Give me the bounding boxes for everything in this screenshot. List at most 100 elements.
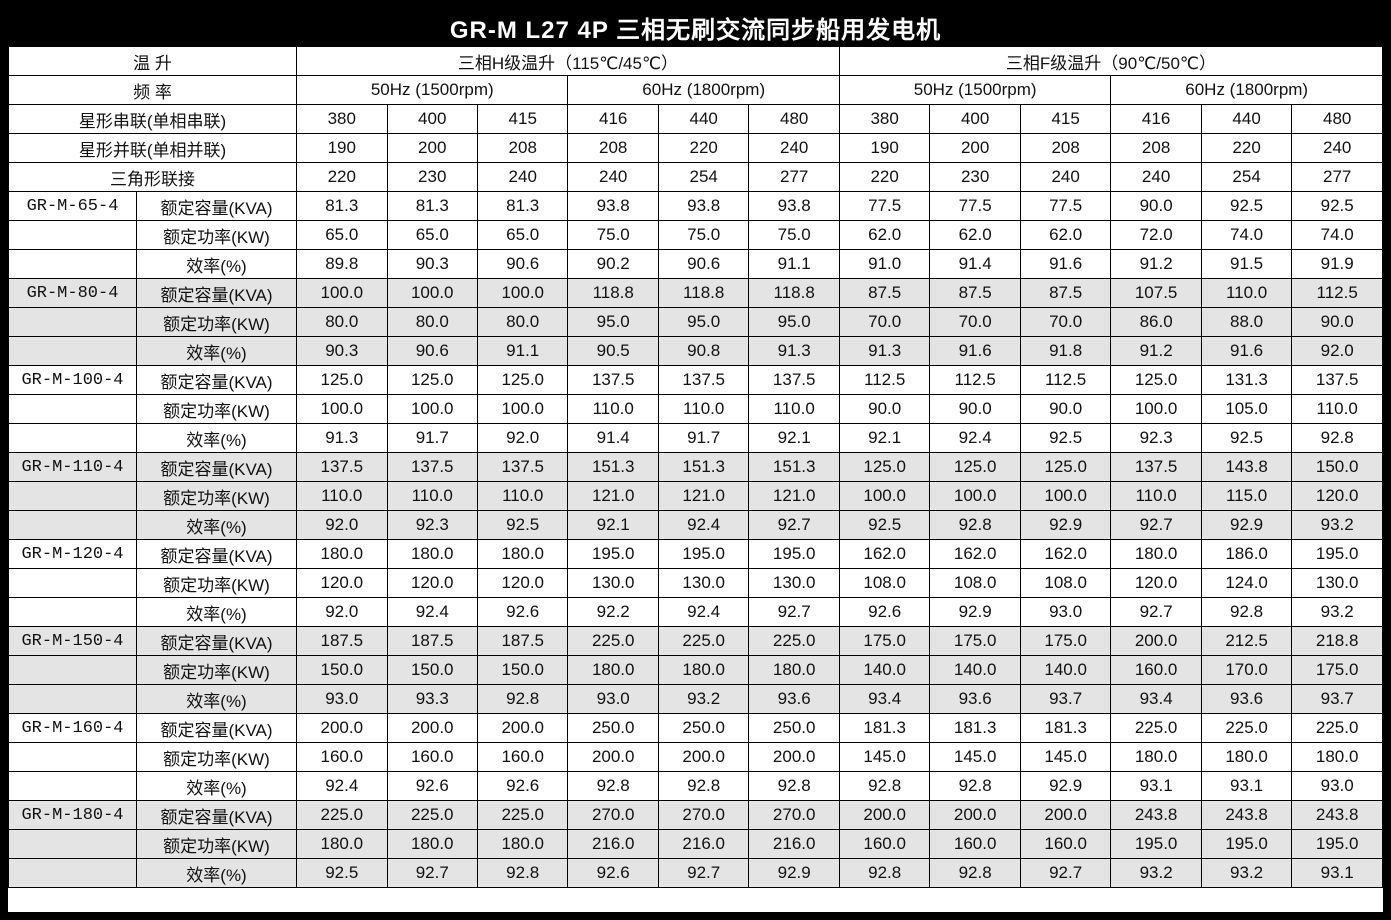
value-cell: 120.0 (1110, 568, 1202, 598)
value-cell: 100.0 (838, 481, 931, 511)
value-cell: 91.7 (657, 423, 750, 453)
value-cell: 120.0 (296, 568, 388, 598)
voltage-cell: 254 (657, 162, 750, 192)
value-cell: 92.4 (657, 597, 750, 627)
value-cell: 200.0 (386, 713, 478, 743)
value-cell: 130.0 (1291, 568, 1383, 598)
value-cell: 92.0 (296, 510, 388, 540)
value-cell: 93.0 (1019, 597, 1112, 627)
table-row: 星形并联(单相并联) 190 200 208 208 220 240 190 200 208 208… (8, 133, 1383, 163)
value-cell: 92.1 (567, 510, 659, 540)
value-cell: 100.0 (476, 394, 569, 424)
value-cell: 88.0 (1200, 307, 1293, 337)
efficiency-row: 效率(%) 92.4 92.6 92.6 92.8 92.8 92.8 92.8 92.8 92.… (8, 771, 1383, 801)
voltage-cell: 400 (929, 104, 1021, 134)
rated-power-row: 额定功率(KW) 80.0 80.0 80.0 95.0 95.0 95.0 70.0 70.0… (8, 307, 1383, 337)
value-cell: 180.0 (1110, 742, 1202, 772)
value-cell: 91.6 (1200, 336, 1293, 366)
value-cell: 92.7 (386, 858, 478, 888)
value-cell: 181.3 (929, 713, 1021, 743)
value-cell: 250.0 (567, 713, 659, 743)
value-cell: 80.0 (296, 307, 388, 337)
value-cell: 93.6 (929, 684, 1021, 714)
efficiency-row: 效率(%) 92.0 92.4 92.6 92.2 92.4 92.7 92.6 92.9 93.… (8, 597, 1383, 627)
param-label: 额定功率(KW) (135, 307, 298, 337)
value-cell: 92.7 (1110, 510, 1202, 540)
table-row: 频 率 50Hz (1500rpm) 60Hz (1800rpm) 50Hz (150… (8, 75, 1383, 105)
value-cell: 120.0 (386, 568, 478, 598)
value-cell: 92.5 (1200, 191, 1293, 221)
param-label: 额定功率(KW) (135, 481, 298, 511)
value-cell: 243.8 (1200, 800, 1293, 830)
value-cell: 195.0 (748, 539, 840, 569)
param-label: 额定容量(KVA) (135, 365, 298, 395)
value-cell: 77.5 (929, 191, 1021, 221)
value-cell: 200.0 (929, 800, 1021, 830)
value-cell: 175.0 (838, 626, 931, 656)
value-cell: 100.0 (296, 394, 388, 424)
value-cell: 93.7 (1291, 684, 1383, 714)
value-cell: 92.9 (1019, 771, 1112, 801)
h-class-header: 三相H级温升（115℃/45℃） (296, 46, 840, 76)
value-cell: 92.5 (838, 510, 931, 540)
model-name-empty (8, 336, 137, 366)
voltage-cell: 220 (1200, 133, 1293, 163)
voltage-cell: 380 (838, 104, 931, 134)
value-cell: 92.8 (1291, 423, 1383, 453)
value-cell: 195.0 (1110, 829, 1202, 859)
value-cell: 93.4 (1110, 684, 1202, 714)
value-cell: 92.2 (567, 597, 659, 627)
value-cell: 180.0 (1200, 742, 1293, 772)
value-cell: 170.0 (1200, 655, 1293, 685)
value-cell: 90.0 (1019, 394, 1112, 424)
value-cell: 92.4 (929, 423, 1021, 453)
model-name-empty (8, 684, 137, 714)
value-cell: 137.5 (296, 452, 388, 482)
value-cell: 180.0 (386, 829, 478, 859)
value-cell: 62.0 (1019, 220, 1112, 250)
value-cell: 93.0 (1291, 771, 1383, 801)
value-cell: 92.4 (386, 597, 478, 627)
value-cell: 150.0 (296, 655, 388, 685)
value-cell: 95.0 (748, 307, 840, 337)
value-cell: 93.7 (1019, 684, 1112, 714)
value-cell: 92.4 (657, 510, 750, 540)
value-cell: 225.0 (748, 626, 840, 656)
value-cell: 92.7 (1019, 858, 1112, 888)
voltage-cell: 208 (567, 133, 659, 163)
value-cell: 118.8 (657, 278, 750, 308)
value-cell: 200.0 (1110, 626, 1202, 656)
param-label: 额定容量(KVA) (135, 191, 298, 221)
spec-table-body: 温 升三相H级温升（115℃/45℃） 三相F级温升（90℃/50℃）频 率 50H… (8, 46, 1383, 888)
value-cell: 93.0 (296, 684, 388, 714)
rated-capacity-row: GR-M-110-4 额定容量(KVA) 137.5 137.5 137.5 151.3 1… (8, 452, 1383, 482)
value-cell: 112.5 (1019, 365, 1112, 395)
value-cell: 151.3 (567, 452, 659, 482)
value-cell: 92.6 (476, 771, 569, 801)
value-cell: 92.7 (748, 597, 840, 627)
table-row: 温 升三相H级温升（115℃/45℃） 三相F级温升（90℃/50℃） (8, 46, 1383, 76)
model-name: GR-M-110-4 (8, 452, 137, 482)
param-label: 额定功率(KW) (135, 568, 298, 598)
value-cell: 112.5 (1291, 278, 1383, 308)
value-cell: 93.2 (1291, 597, 1383, 627)
value-cell: 100.0 (476, 278, 569, 308)
value-cell: 200.0 (657, 742, 750, 772)
model-name-empty (8, 307, 137, 337)
value-cell: 89.8 (296, 249, 388, 279)
value-cell: 112.5 (929, 365, 1021, 395)
value-cell: 225.0 (386, 800, 478, 830)
value-cell: 125.0 (1110, 365, 1202, 395)
value-cell: 93.1 (1291, 858, 1383, 888)
value-cell: 160.0 (1019, 829, 1112, 859)
value-cell: 250.0 (657, 713, 750, 743)
value-cell: 92.9 (1019, 510, 1112, 540)
value-cell: 92.1 (838, 423, 931, 453)
freq-group-header: 50Hz (1500rpm) (296, 75, 569, 105)
value-cell: 175.0 (929, 626, 1021, 656)
value-cell: 75.0 (567, 220, 659, 250)
rated-capacity-row: GR-M-65-4 额定容量(KVA) 81.3 81.3 81.3 93.8 93.8 93… (8, 191, 1383, 221)
value-cell: 212.5 (1200, 626, 1293, 656)
value-cell: 90.0 (929, 394, 1021, 424)
value-cell: 91.2 (1110, 249, 1202, 279)
